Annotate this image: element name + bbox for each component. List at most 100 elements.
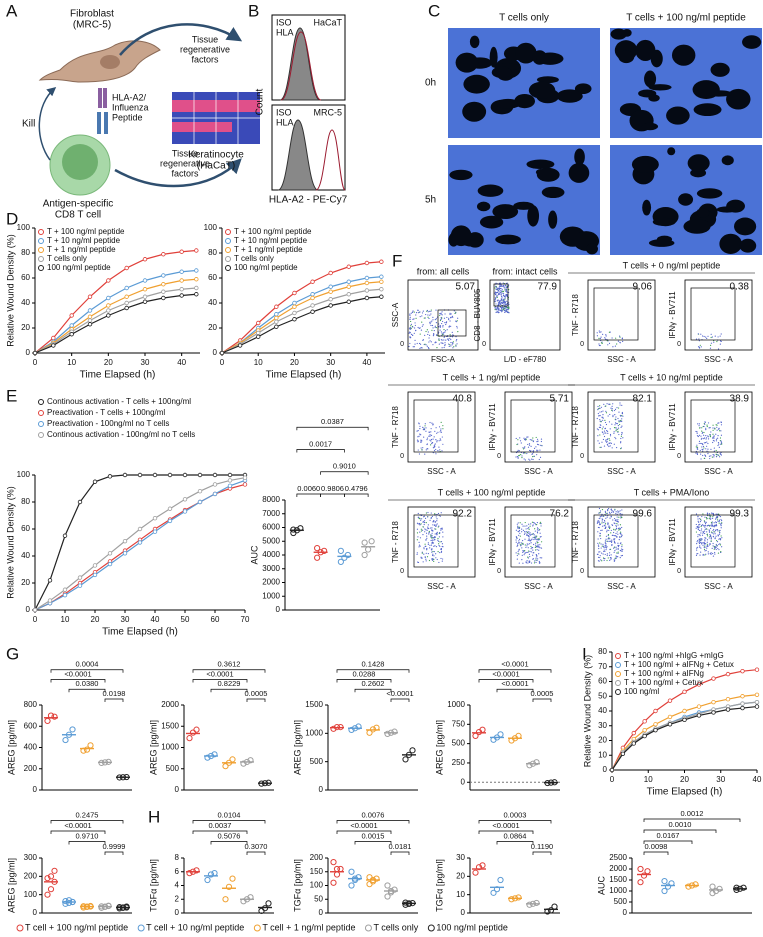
- flow-event: [619, 402, 621, 404]
- flow-event: [712, 453, 714, 456]
- data-point: [529, 760, 537, 767]
- group-title: T cells + PMA/Iono: [634, 487, 710, 497]
- flow-event: [519, 535, 521, 537]
- flow-event: [538, 458, 540, 461]
- flow-event: [417, 523, 419, 525]
- flow-event: [531, 521, 534, 523]
- data-point: [368, 538, 375, 545]
- legend-marker: [615, 689, 621, 695]
- flow-event: [501, 288, 503, 290]
- flow-frame: [587, 391, 656, 463]
- flow-event: [710, 336, 712, 339]
- flow-event: [409, 337, 411, 339]
- flow-event: [497, 293, 500, 296]
- flow-event: [417, 326, 419, 329]
- series-point: [292, 304, 297, 309]
- flow-frame: [684, 506, 753, 578]
- flow-event: [698, 529, 701, 532]
- series-line: [221, 288, 382, 354]
- flow-event: [601, 525, 604, 527]
- flow-event: [715, 517, 717, 519]
- flow-event: [716, 340, 718, 343]
- flow-event: [620, 437, 622, 440]
- flow-event: [600, 342, 603, 344]
- flow-event: [417, 536, 419, 538]
- image-gap: [527, 205, 540, 227]
- flow-event: [700, 524, 703, 527]
- flow-event: [705, 549, 707, 552]
- flow-event: [526, 531, 529, 533]
- flow-event: [434, 443, 436, 445]
- flow-event: [529, 560, 531, 562]
- flow-event: [495, 288, 497, 291]
- flow-event: [506, 303, 508, 305]
- series-point: [609, 767, 615, 773]
- series-point: [274, 315, 279, 321]
- flow-event: [606, 430, 609, 433]
- legend-label: T + 100 ng/ml +hIgG +mIgG: [624, 651, 724, 660]
- flow-event: [713, 450, 715, 452]
- flow-event: [714, 521, 717, 523]
- data-point: [547, 779, 555, 786]
- cell-label: CD8 T cell: [55, 210, 101, 221]
- flow-event: [420, 329, 423, 331]
- flow-event: [604, 523, 607, 525]
- bracket: [296, 449, 345, 453]
- flow-event: [597, 531, 599, 533]
- flow-event: [610, 407, 612, 409]
- flow-event: [601, 441, 603, 443]
- flow-event: [713, 456, 715, 458]
- flow-event: [417, 429, 419, 432]
- flow-event: [431, 537, 433, 539]
- y-tick-label: 500: [310, 757, 324, 766]
- flow-event: [709, 535, 712, 537]
- flow-event: [614, 529, 617, 531]
- flow-event: [608, 525, 610, 527]
- flow-event: [704, 528, 706, 530]
- flow-event: [416, 342, 418, 345]
- flow-event: [719, 430, 721, 432]
- flow-event: [614, 509, 616, 511]
- flow-event: [417, 449, 419, 451]
- axis-zero: 0: [580, 341, 584, 348]
- legend-marker: [38, 399, 44, 405]
- flow-event: [430, 434, 433, 436]
- flow-event: [697, 528, 699, 531]
- data-point: [490, 889, 497, 896]
- flow-event: [426, 345, 428, 347]
- data-point: [290, 526, 297, 533]
- flow-event: [700, 458, 702, 460]
- flow-event: [502, 292, 505, 294]
- flow-event: [609, 433, 612, 436]
- p-value: 0.0005: [245, 689, 268, 698]
- flow-event: [434, 513, 436, 515]
- flow-event: [421, 551, 423, 553]
- bracket: [246, 851, 266, 855]
- x-tick-label: 20: [104, 358, 113, 367]
- flow-event: [519, 440, 522, 442]
- flow-event: [456, 338, 458, 341]
- flow-event: [720, 520, 723, 522]
- gate-percent: 99.6: [633, 509, 653, 520]
- flow-event: [450, 338, 452, 341]
- flow-event: [535, 561, 537, 564]
- flow-event: [453, 346, 455, 348]
- flow-event: [527, 550, 530, 552]
- flow-event: [504, 299, 506, 301]
- flow-event: [431, 329, 433, 331]
- series-point: [346, 299, 351, 304]
- flow-event: [611, 534, 613, 536]
- bracket: [50, 679, 106, 683]
- p-value: <0.0001: [386, 689, 413, 698]
- series-point: [667, 722, 673, 727]
- data-point: [44, 875, 51, 882]
- x-tick-label: 70: [241, 615, 250, 624]
- p-value: 0.9999: [103, 842, 126, 851]
- flow-event: [451, 344, 453, 346]
- flow-event: [615, 555, 617, 557]
- flow-event: [541, 557, 543, 559]
- series-point: [69, 313, 74, 318]
- flow-event: [518, 534, 520, 536]
- flow-event: [705, 336, 707, 338]
- legend-hla: HLA: [276, 27, 294, 37]
